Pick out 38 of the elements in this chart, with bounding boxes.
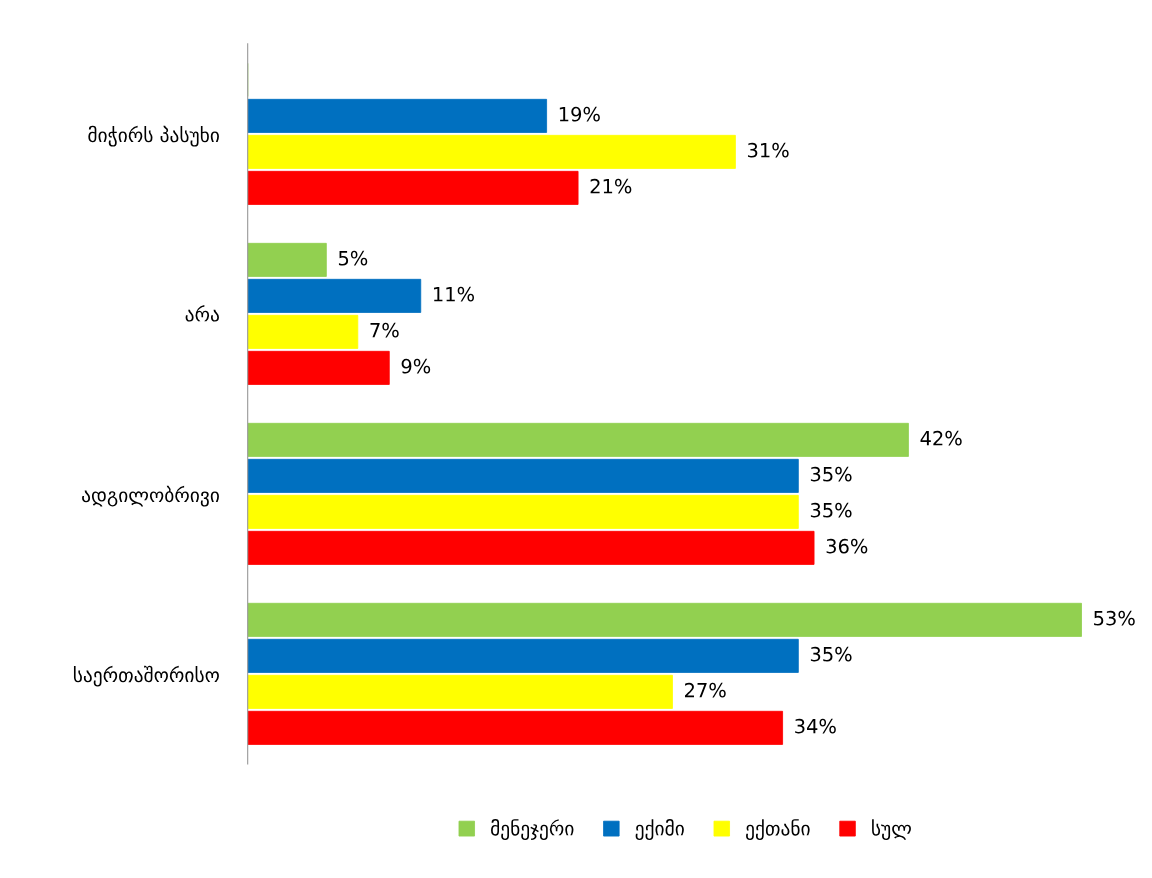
bar xyxy=(247,458,799,493)
legend-label: ექთანი xyxy=(746,819,810,840)
data-label: 27% xyxy=(685,682,726,698)
data-label: 21% xyxy=(590,178,632,194)
data-label: 31% xyxy=(747,142,789,158)
legend-label: ექიმი xyxy=(635,819,684,840)
data-label: 36% xyxy=(826,538,868,554)
bar xyxy=(247,242,327,277)
data-label: 9% xyxy=(401,358,431,374)
bar xyxy=(247,278,422,313)
data-label: 35% xyxy=(810,466,852,482)
data-label: 35% xyxy=(810,646,852,662)
data-label: 5% xyxy=(338,250,368,266)
data-label: 53% xyxy=(1094,610,1135,626)
y-tick-label: საერთაშორისო xyxy=(73,665,219,687)
data-label: 7% xyxy=(370,322,399,338)
bar xyxy=(247,638,799,673)
data-label: 42% xyxy=(920,430,962,446)
bar xyxy=(247,314,359,349)
bar xyxy=(247,674,673,709)
data-label: 34% xyxy=(795,718,836,734)
legend-label: სულ xyxy=(872,819,911,840)
bar xyxy=(247,710,784,745)
bar xyxy=(247,350,390,385)
bar xyxy=(247,422,909,457)
bar xyxy=(247,134,736,169)
y-tick-label: ადგილობრივი xyxy=(82,485,219,507)
bar xyxy=(247,494,799,529)
bar xyxy=(247,530,815,565)
y-tick-label: არა xyxy=(185,305,219,322)
bar xyxy=(247,98,548,133)
data-label: 35% xyxy=(810,502,852,518)
y-tick-label: მიჭირს პასუხი xyxy=(88,125,219,147)
data-label: 11% xyxy=(433,286,474,302)
data-label: 19% xyxy=(559,106,600,122)
bar xyxy=(247,602,1082,637)
legend-label: მენეჯერი xyxy=(491,819,574,840)
bar xyxy=(247,170,579,205)
